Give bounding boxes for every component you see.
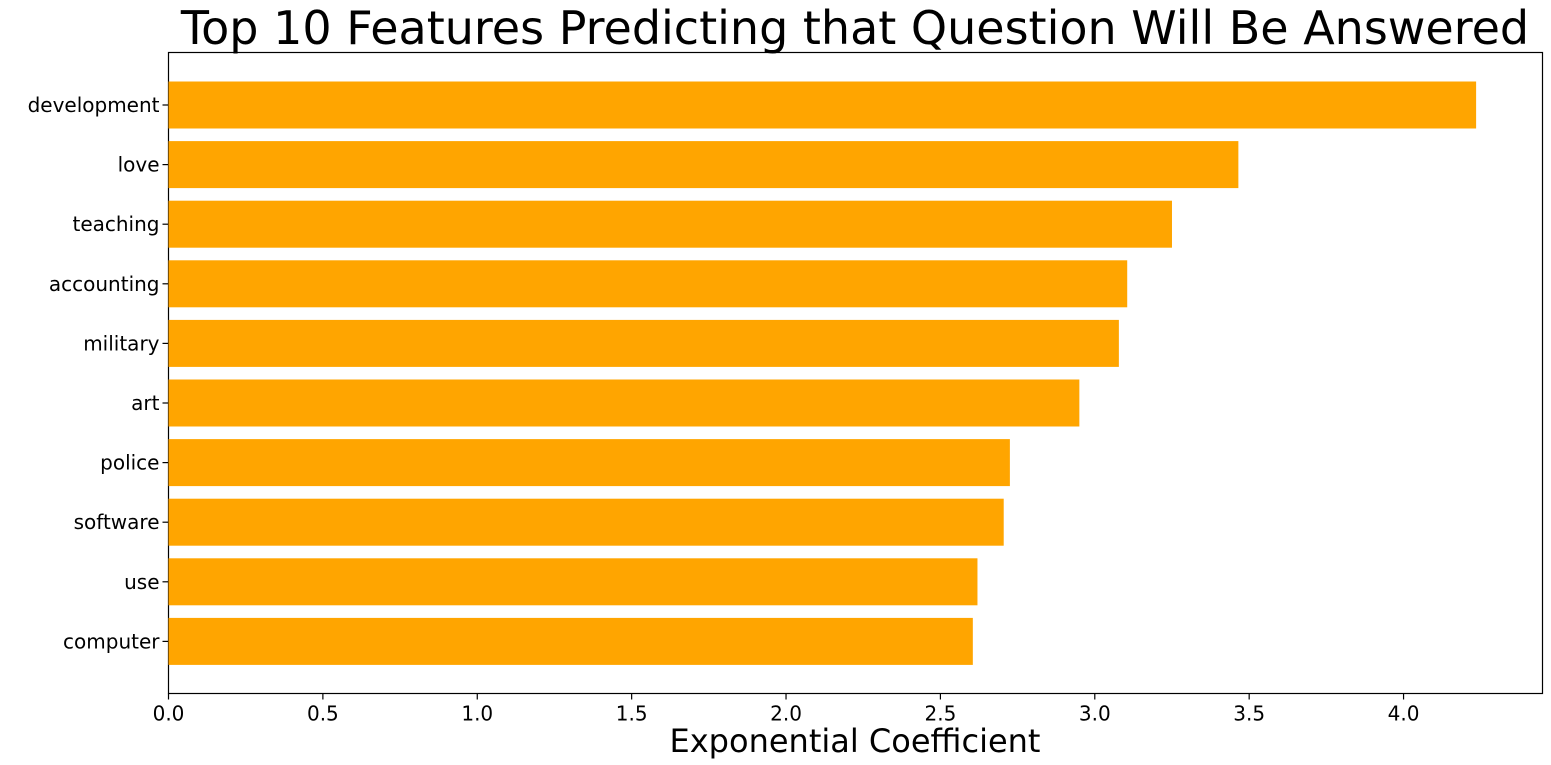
bar-software [168, 498, 1004, 546]
bar-development [168, 81, 1477, 129]
bars-group [168, 81, 1477, 665]
y-tick-label: military [83, 331, 159, 355]
bar-military [168, 319, 1119, 367]
x-tick-label: 3.0 [1079, 702, 1111, 726]
bar-love [168, 141, 1239, 189]
bar-use [168, 558, 978, 606]
y-tick-label: accounting [49, 272, 160, 296]
y-tick-label: teaching [72, 212, 159, 236]
x-axis-label: Exponential Coefficient [670, 722, 1041, 760]
y-tick-label: use [124, 570, 159, 594]
bar-art [168, 379, 1080, 427]
y-tick-label: software [74, 510, 160, 534]
y-tick-label: love [118, 153, 160, 177]
x-tick-label: 1.0 [461, 702, 493, 726]
bar-computer [168, 617, 973, 665]
x-tick-label: 4.0 [1388, 702, 1420, 726]
y-tick-label: police [100, 451, 159, 475]
x-axis-ticks: 0.0 0.5 1.0 1.5 2.0 2.5 3.0 3.5 4.0 [153, 693, 1420, 726]
y-tick-label: art [131, 391, 159, 415]
x-tick-label: 2.0 [770, 702, 802, 726]
y-tick-label: computer [63, 629, 160, 653]
x-tick-label: 2.5 [925, 702, 957, 726]
y-axis-ticks: development love teaching accounting militar… [28, 93, 169, 653]
bar-police [168, 439, 1010, 487]
bar-teaching [168, 200, 1172, 248]
x-tick-label: 0.5 [307, 702, 339, 726]
x-tick-label: 1.5 [616, 702, 648, 726]
x-tick-label: 0.0 [153, 702, 185, 726]
y-tick-label: development [28, 93, 160, 117]
bar-accounting [168, 260, 1128, 308]
plot-area-frame [167, 51, 1544, 695]
x-tick-label: 3.5 [1233, 702, 1265, 726]
chart-title: Top 10 Features Predicting that Question… [180, 1, 1529, 55]
